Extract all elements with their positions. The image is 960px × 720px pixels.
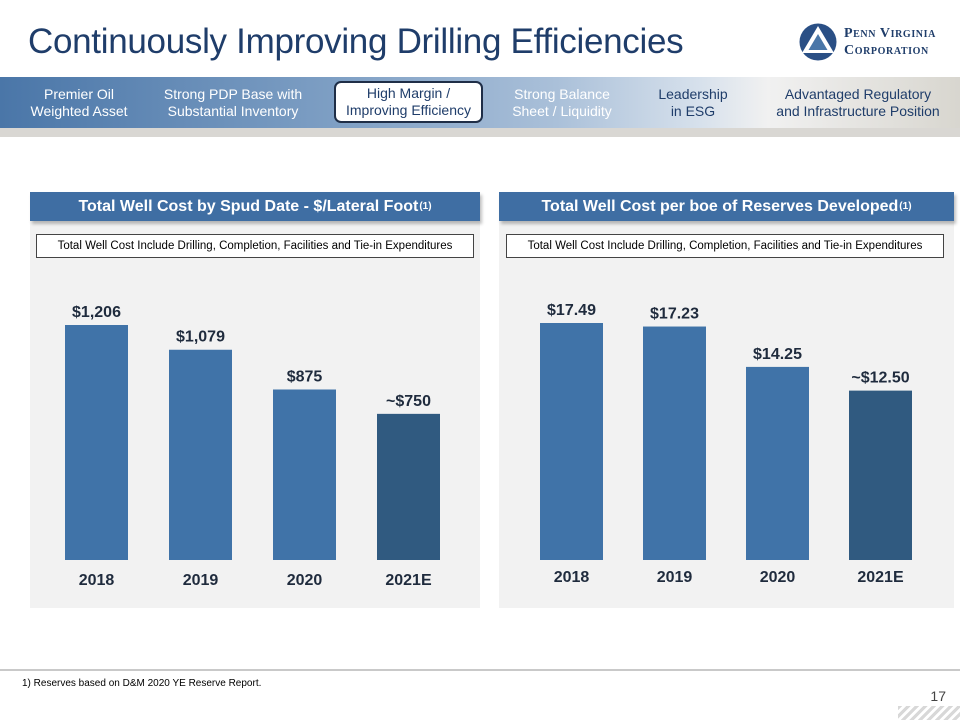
navbar-shadow [0,128,960,137]
nav-item-high-margin[interactable]: High Margin / Improving Efficiency [334,81,483,123]
company-logo: Penn Virginia Corporation [798,22,958,62]
left-panel-footnote-ref: (1) [419,201,432,212]
nav-item-esg[interactable]: Leadership in ESG [658,86,728,119]
category-label-2018: 2018 [79,572,115,589]
left-panel-title: Total Well Cost by Spud Date - $/Lateral… [78,197,419,215]
bar-2018 [65,325,128,560]
bar-2020 [746,366,809,560]
nav-item-premier-oil[interactable]: Premier Oil Weighted Asset [30,86,128,119]
category-label-2020: 2020 [287,572,323,589]
bar-2021e [377,413,440,560]
bar-2019 [643,326,706,560]
left-panel-note: Total Well Cost Include Drilling, Comple… [36,234,474,258]
section-navbar: Premier Oil Weighted Asset Strong PDP Ba… [0,77,960,128]
nav-item-balance-sheet[interactable]: Strong Balance Sheet / Liquidity [512,86,612,119]
category-label-2019: 2019 [657,569,693,586]
page-number: 17 [930,688,946,704]
nav-item-regulatory[interactable]: Advantaged Regulatory and Infrastructure… [776,86,940,119]
data-label-2018: $1,206 [72,304,121,321]
data-label-2020: $14.25 [753,346,802,363]
right-chart-panel: Total Well Cost per boe of Reserves Deve… [499,192,954,608]
category-label-2019: 2019 [183,572,219,589]
data-label-2019: $1,079 [176,329,225,346]
bar-2018 [540,323,603,560]
left-panel-header: Total Well Cost by Spud Date - $/Lateral… [30,192,480,221]
data-label-2019: $17.23 [650,306,699,323]
data-label-2020: $875 [287,368,323,385]
logo-line-1: Penn Virginia [844,26,936,41]
right-panel-header: Total Well Cost per boe of Reserves Deve… [499,192,954,221]
right-panel-title: Total Well Cost per boe of Reserves Deve… [541,197,899,215]
bar-2020 [273,389,336,560]
data-label-2021e: ~$750 [386,393,431,410]
nav-item-pdp-base[interactable]: Strong PDP Base with Substantial Invento… [163,86,303,119]
category-label-2021e: 2021E [857,569,904,586]
category-label-2020: 2020 [760,569,796,586]
data-label-2021e: ~$12.50 [851,370,909,387]
footnote: 1) Reserves based on D&M 2020 YE Reserve… [22,678,262,689]
left-chart-panel: Total Well Cost by Spud Date - $/Lateral… [30,192,480,608]
left-bar-chart: $1,206 2018 $1,079 2019 $875 2020 ~$750 2021E [65,304,440,589]
right-panel-note: Total Well Cost Include Drilling, Comple… [506,234,944,258]
logo-line-2: Corporation [844,43,929,58]
data-label-2018: $17.49 [547,302,596,319]
right-panel-footnote-ref: (1) [899,201,912,212]
right-bar-chart: $17.49 2018 $17.23 2019 $14.25 2020 ~$12.50 202… [540,302,912,586]
footer-divider [0,669,960,671]
bar-2021e [849,390,912,560]
category-label-2018: 2018 [554,569,590,586]
page-title: Continuously Improving Drilling Efficien… [28,22,684,61]
triangle-in-circle-logo-icon [799,23,837,61]
category-label-2021e: 2021E [385,572,432,589]
bar-2019 [169,349,232,560]
decorative-stripe [898,706,960,720]
